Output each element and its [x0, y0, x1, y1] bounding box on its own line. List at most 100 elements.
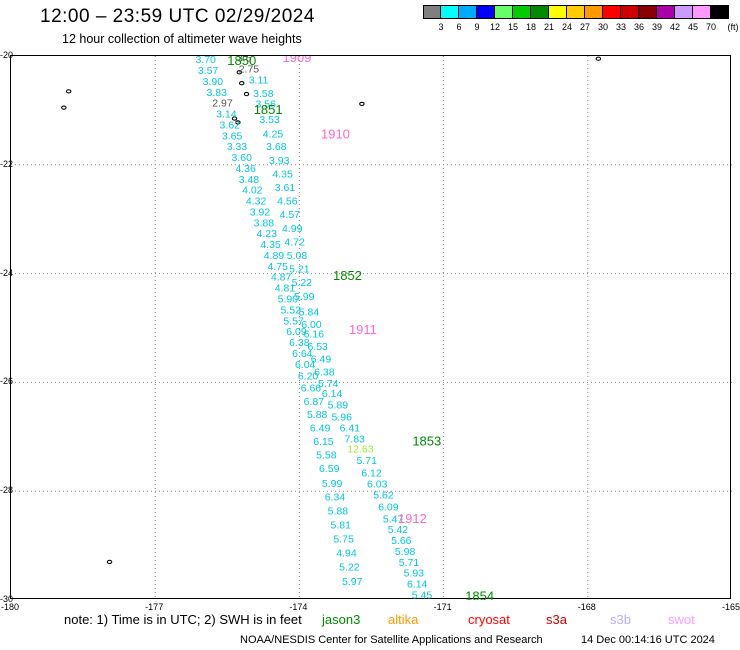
swh-label: 5.88 — [307, 409, 328, 421]
legend-label: 39 — [651, 22, 663, 32]
swh-label: 3.48 — [239, 174, 260, 186]
island-outline — [238, 81, 245, 86]
legend-label: 12 — [489, 22, 501, 32]
legend-swatch — [693, 5, 711, 19]
legend-label: 70 — [705, 22, 717, 32]
map-canvas: 3.703.573.903.832.973.143.623.653.333.60… — [11, 56, 732, 600]
swh-label: 6.04 — [295, 359, 316, 371]
swh-label: 5.08 — [287, 250, 308, 262]
swh-label: 3.61 — [275, 182, 296, 194]
pass-time-label: 1910 — [321, 126, 350, 141]
swh-label: 4.99 — [282, 223, 303, 235]
page-title: 12:00 – 23:59 UTC 02/29/2024 — [40, 6, 315, 27]
swh-label: 3.62 — [219, 119, 240, 131]
lat-tick-label: -24 — [0, 267, 14, 278]
swh-label: 4.36 — [235, 163, 256, 175]
swh-label: 6.14 — [322, 388, 343, 400]
swh-label: 4.32 — [246, 196, 267, 208]
legend-label: 27 — [579, 22, 591, 32]
legend-swatch — [657, 5, 675, 19]
swh-label: 6.87 — [304, 396, 325, 408]
legend-label: 18 — [525, 22, 537, 32]
lat-tick-label: -28 — [0, 485, 14, 496]
note-row: note: 1) Time is in UTC; 2) SWH is in fe… — [0, 612, 740, 632]
swh-label: 5.47 — [383, 513, 404, 525]
pass-time-label: 1912 — [398, 511, 427, 526]
legend-label: 3 — [438, 22, 444, 32]
lat-tick-label: -22 — [0, 158, 14, 169]
satellite-name: swot — [668, 612, 695, 627]
swh-label: 2.75 — [239, 63, 260, 75]
satellite-name: jason3 — [322, 612, 361, 627]
island-outline — [236, 70, 243, 75]
swh-label: 6.49 — [310, 422, 331, 434]
swh-label: 4.89 — [264, 250, 285, 262]
swh-label: 6.64 — [292, 348, 313, 360]
swh-label: 3.33 — [227, 141, 248, 153]
swh-label: 3.88 — [254, 217, 275, 229]
lon-tick-label: -168 — [577, 602, 596, 612]
swh-label: 5.52 — [281, 304, 302, 316]
legend-label: 6 — [456, 22, 462, 32]
swh-label: 3.53 — [259, 114, 280, 126]
swh-label: 3.92 — [250, 206, 271, 218]
legend-swatch — [675, 5, 693, 19]
swh-label: 5.99 — [322, 478, 343, 490]
page-subtitle: 12 hour collection of altimeter wave hei… — [62, 32, 302, 46]
swh-label: 6.49 — [311, 353, 332, 365]
legend-swatch — [477, 5, 495, 19]
swh-label: 5.66 — [391, 535, 412, 547]
swh-label: 4.94 — [336, 548, 357, 560]
lat-tick-label: -20 — [0, 50, 14, 60]
swh-label: 3.68 — [266, 141, 287, 153]
swh-label: 3.56 — [256, 99, 277, 111]
legend-label: 21 — [543, 22, 555, 32]
swh-label: 5.21 — [289, 264, 310, 276]
swh-label: 3.83 — [207, 87, 228, 99]
swh-label: 5.89 — [328, 400, 349, 412]
swh-label: 4.56 — [277, 196, 298, 208]
swh-label: 4.02 — [242, 185, 263, 197]
lon-tick-label: -180 — [0, 602, 20, 612]
swh-label: 5.99 — [294, 291, 315, 303]
swh-label: 6.16 — [304, 328, 325, 340]
legend-swatch — [585, 5, 603, 19]
satellite-name: altika — [388, 612, 419, 627]
legend-label: (ft) — [727, 22, 739, 32]
swh-label: 5.84 — [299, 307, 320, 319]
swh-label: 5.96 — [331, 412, 352, 424]
color-legend: 3 6 9 12 15 18 21 24 27 30 33 36 39 42 45 70 (ft) — [423, 5, 739, 37]
swh-label: 6.66 — [301, 383, 322, 395]
island-outline — [231, 116, 238, 121]
island-outline — [65, 89, 72, 94]
legend-label: 36 — [633, 22, 645, 32]
legend-label: 33 — [615, 22, 627, 32]
swh-label: 6.38 — [314, 366, 335, 378]
swh-label: 5.90 — [278, 293, 299, 305]
swh-label: 5.22 — [292, 277, 313, 289]
swh-label: 3.60 — [232, 152, 253, 164]
legend-swatch — [423, 5, 441, 19]
pass-time-label: 1909 — [283, 56, 312, 65]
swh-label: 5.75 — [333, 533, 354, 545]
swh-label: 4.75 — [268, 261, 289, 273]
swh-label: 4.81 — [275, 283, 296, 295]
legend-label: 30 — [597, 22, 609, 32]
swh-label: 6.12 — [361, 468, 382, 480]
swh-label: 4.35 — [260, 239, 281, 251]
swh-label: 4.72 — [284, 236, 305, 248]
lon-tick-label: -174 — [289, 602, 308, 612]
swh-label: 3.6 — [237, 56, 252, 65]
legend-label: 24 — [561, 22, 573, 32]
pass-time-label: 1911 — [349, 322, 377, 337]
legend-label: 15 — [507, 22, 519, 32]
swh-label: 5.71 — [399, 557, 420, 569]
swh-label: 5.42 — [388, 524, 409, 536]
satellite-name: s3b — [610, 612, 631, 627]
swh-label: 6.00 — [301, 319, 322, 331]
swh-label: 6.03 — [367, 478, 388, 490]
swh-label: 6.38 — [289, 337, 310, 349]
swh-label: 4.25 — [263, 129, 284, 141]
pass-time-label: 1854 — [465, 589, 494, 600]
swh-label: 3.57 — [198, 65, 219, 77]
